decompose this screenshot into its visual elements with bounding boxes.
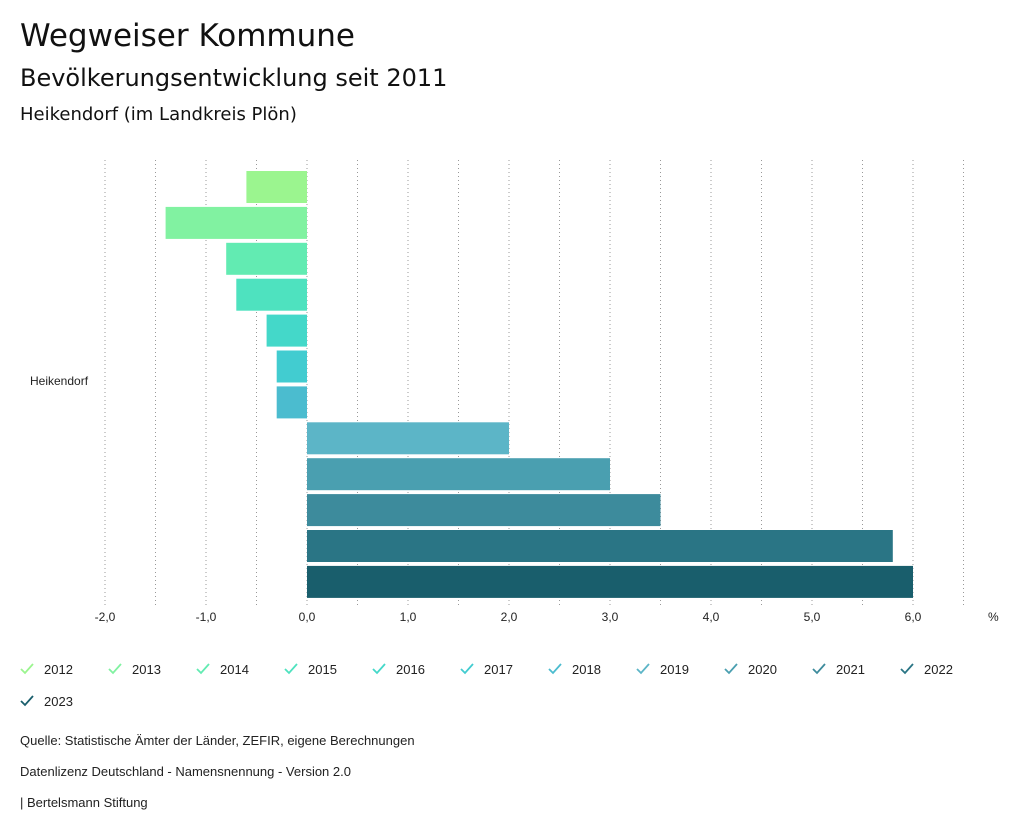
checkmark-icon (900, 662, 914, 676)
legend-item-2021[interactable]: 2021 (812, 658, 865, 680)
bar-2012 (246, 171, 307, 203)
x-tick-label: -1,0 (196, 610, 217, 624)
legend-label: 2022 (924, 662, 953, 677)
chart-ticks: -2,0 -1,0 0,0 1,0 2,0 3,0 4,0 5,0 6,0 (95, 610, 922, 624)
bar-2017 (277, 351, 307, 383)
legend-label: 2015 (308, 662, 337, 677)
legend-label: 2014 (220, 662, 249, 677)
legend-item-2013[interactable]: 2013 (108, 658, 161, 680)
checkmark-icon (548, 662, 562, 676)
bar-2014 (226, 243, 307, 275)
checkmark-icon (724, 662, 738, 676)
bar-2015 (236, 279, 307, 311)
legend-item-2022[interactable]: 2022 (900, 658, 953, 680)
bar-2023 (307, 566, 913, 598)
chart-subtitle: Bevölkerungsentwicklung seit 2011 (20, 64, 447, 92)
category-label: Heikendorf (30, 374, 89, 388)
x-tick-label: -2,0 (95, 610, 116, 624)
checkmark-icon (636, 662, 650, 676)
legend-item-2018[interactable]: 2018 (548, 658, 601, 680)
license-note: Datenlizenz Deutschland - Namensnennung … (20, 764, 351, 779)
x-tick-label: 1,0 (400, 610, 417, 624)
legend-item-2017[interactable]: 2017 (460, 658, 513, 680)
bar-2013 (166, 207, 307, 239)
legend-item-2020[interactable]: 2020 (724, 658, 777, 680)
chart-bars (166, 171, 913, 598)
bar-2016 (267, 315, 307, 347)
x-tick-label: 0,0 (299, 610, 316, 624)
bar-2021 (307, 494, 661, 526)
legend-item-2014[interactable]: 2014 (196, 658, 249, 680)
legend-label: 2023 (44, 694, 73, 709)
source-note: Quelle: Statistische Ämter der Länder, Z… (20, 733, 415, 748)
checkmark-icon (460, 662, 474, 676)
legend-label: 2013 (132, 662, 161, 677)
checkmark-icon (20, 694, 34, 708)
x-tick-label: 4,0 (703, 610, 720, 624)
legend-item-2019[interactable]: 2019 (636, 658, 689, 680)
legend-label: 2012 (44, 662, 73, 677)
x-tick-label: 5,0 (804, 610, 821, 624)
legend-item-2016[interactable]: 2016 (372, 658, 425, 680)
legend-label: 2021 (836, 662, 865, 677)
legend-label: 2019 (660, 662, 689, 677)
legend-item-2012[interactable]: 2012 (20, 658, 73, 680)
unit-label: % (988, 610, 999, 624)
publisher-note: | Bertelsmann Stiftung (20, 795, 148, 810)
bar-2018 (277, 386, 307, 418)
bar-chart: -2,0 -1,0 0,0 1,0 2,0 3,0 4,0 5,0 6,0 Heikendorf… (0, 150, 1024, 630)
checkmark-icon (108, 662, 122, 676)
legend-label: 2020 (748, 662, 777, 677)
x-tick-label: 2,0 (501, 610, 518, 624)
legend-item-2015[interactable]: 2015 (284, 658, 337, 680)
x-tick-label: 3,0 (602, 610, 619, 624)
legend-item-2023[interactable]: 2023 (20, 690, 73, 712)
region-label: Heikendorf (im Landkreis Plön) (20, 104, 297, 125)
legend-label: 2016 (396, 662, 425, 677)
bar-2022 (307, 530, 893, 562)
legend-label: 2018 (572, 662, 601, 677)
x-tick-label: 6,0 (905, 610, 922, 624)
legend-label: 2017 (484, 662, 513, 677)
bar-2020 (307, 458, 610, 490)
checkmark-icon (812, 662, 826, 676)
checkmark-icon (284, 662, 298, 676)
checkmark-icon (372, 662, 386, 676)
bar-2019 (307, 422, 509, 454)
checkmark-icon (20, 662, 34, 676)
page-title: Wegweiser Kommune (20, 18, 355, 54)
checkmark-icon (196, 662, 210, 676)
